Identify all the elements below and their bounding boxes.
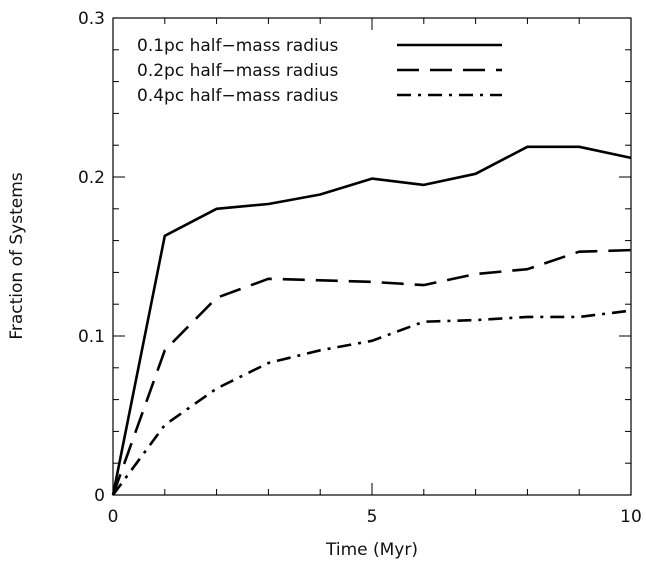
x-tick-label: 10 (620, 507, 642, 527)
y-tick-label: 0.3 (78, 9, 105, 29)
legend-label-1: 0.1pc half−mass radius (137, 36, 339, 56)
y-axis-label: Fraction of Systems (7, 172, 27, 339)
y-tick-label: 0 (94, 486, 105, 506)
x-axis-label: Time (Myr) (325, 540, 418, 560)
series-layer (111, 145, 632, 496)
y-tick-label: 0.2 (78, 168, 105, 188)
legend-label-3: 0.4pc half−mass radius (137, 86, 339, 106)
y-tick-label: 0.1 (78, 327, 105, 347)
axis-ticks (112, 17, 632, 496)
series-line-3 (111, 309, 632, 496)
x-tick-label: 5 (367, 507, 378, 527)
tick-labels: 0 5 10 0 0.1 0.2 0.3 (78, 9, 642, 527)
series-line-2 (111, 248, 632, 496)
x-tick-label: 0 (108, 507, 119, 527)
series-line-1 (111, 145, 632, 496)
legend: 0.1pc half−mass radius 0.2pc half−mass ra… (137, 36, 502, 106)
legend-label-2: 0.2pc half−mass radius (137, 61, 339, 81)
